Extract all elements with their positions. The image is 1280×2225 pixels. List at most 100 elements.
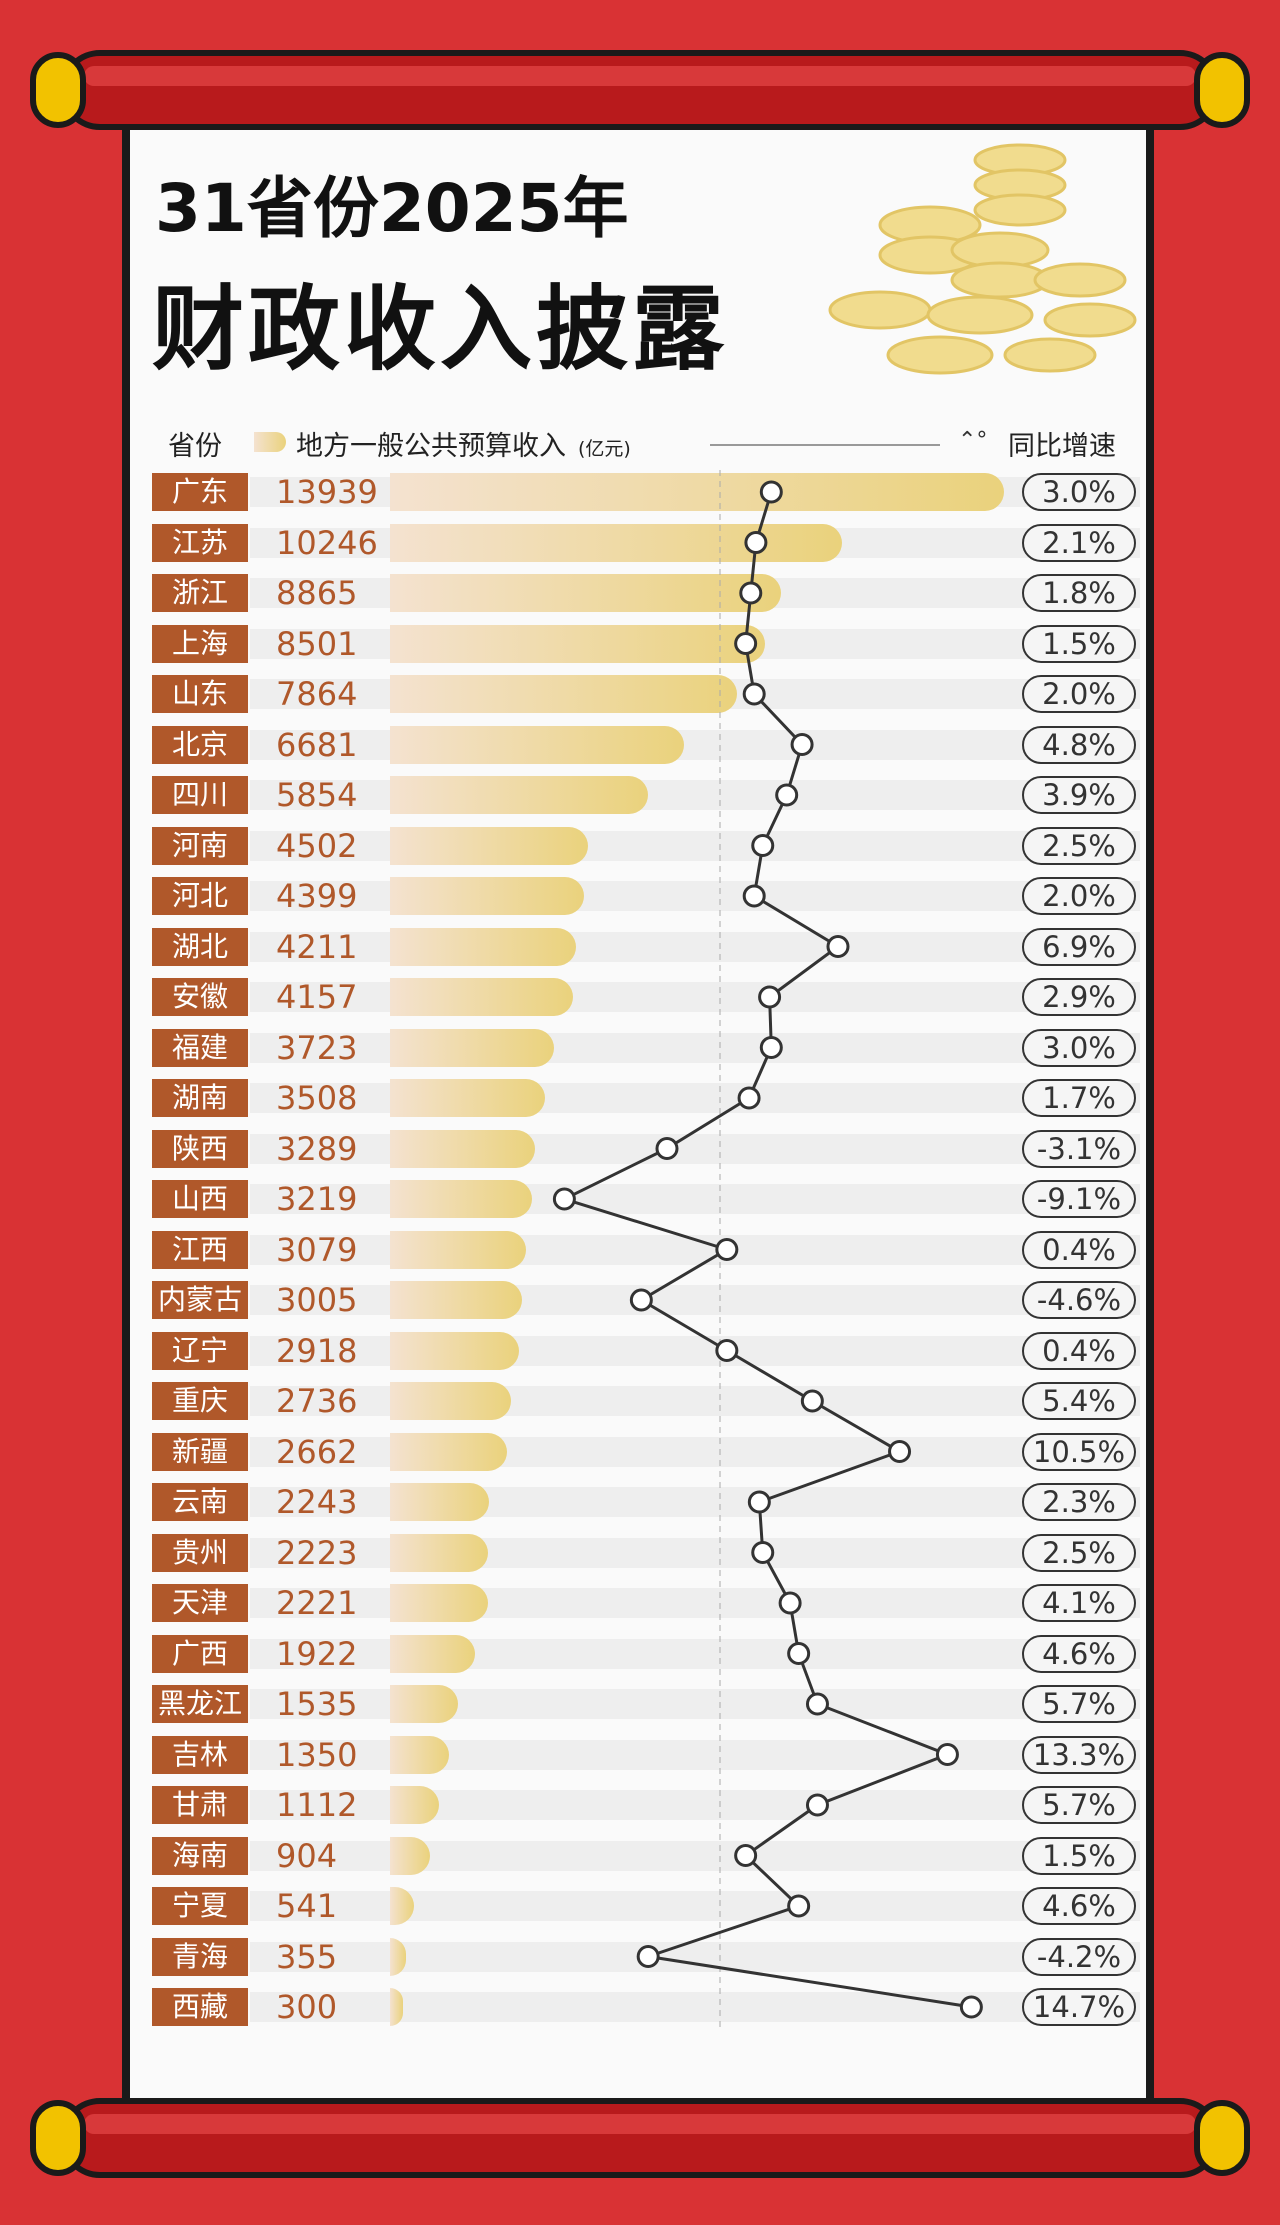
revenue-value: 3723 xyxy=(276,1028,358,1067)
growth-label: 1.7% xyxy=(1022,1079,1136,1117)
province-label: 云南 xyxy=(152,1483,248,1521)
chart-row: 重庆 2736 5.4% xyxy=(150,1382,1140,1420)
growth-point xyxy=(742,682,766,706)
province-label: 浙江 xyxy=(152,574,248,612)
chart-row: 广东 13939 3.0% xyxy=(150,473,1140,511)
province-label: 安徽 xyxy=(152,978,248,1016)
revenue-bar xyxy=(390,927,576,966)
revenue-value: 4157 xyxy=(276,978,358,1016)
revenue-bar xyxy=(390,1786,439,1824)
growth-label: 5.4% xyxy=(1022,1382,1136,1420)
chart-row: 天津 2221 4.1% xyxy=(150,1584,1140,1622)
top-scroll-roller xyxy=(60,50,1220,130)
revenue-bar xyxy=(390,776,648,814)
revenue-bar xyxy=(390,725,685,764)
growth-label: 2.0% xyxy=(1022,877,1136,915)
revenue-value: 1922 xyxy=(276,1634,358,1673)
revenue-value: 3079 xyxy=(276,1230,358,1269)
growth-label: 1.8% xyxy=(1022,574,1136,612)
province-label: 湖南 xyxy=(152,1079,248,1117)
province-label: 江苏 xyxy=(152,523,248,562)
growth-line xyxy=(560,491,972,2009)
revenue-value: 2243 xyxy=(276,1483,358,1521)
revenue-value: 8865 xyxy=(276,574,358,612)
growth-point xyxy=(787,1894,811,1918)
roller-cap xyxy=(1194,52,1250,128)
header-province: 省份 xyxy=(168,431,222,462)
roller-cap xyxy=(1194,2100,1250,2176)
chart-row: 山东 7864 2.0% xyxy=(150,675,1140,713)
province-label: 山东 xyxy=(152,675,248,713)
province-label: 辽宁 xyxy=(152,1331,248,1370)
revenue-value: 6681 xyxy=(276,725,358,764)
province-label: 陕西 xyxy=(152,1129,248,1168)
growth-point xyxy=(742,884,766,908)
revenue-value: 4211 xyxy=(276,927,358,966)
revenue-value: 13939 xyxy=(276,473,378,511)
revenue-value: 10246 xyxy=(276,523,378,562)
chart-row: 宁夏 541 4.6% xyxy=(150,1887,1140,1925)
growth-label: -4.6% xyxy=(1022,1281,1136,1319)
growth-point xyxy=(737,1086,761,1110)
growth-point xyxy=(800,1389,824,1413)
growth-label: 2.5% xyxy=(1022,1533,1136,1572)
revenue-value: 300 xyxy=(276,1988,338,2026)
growth-label: 3.9% xyxy=(1022,776,1136,814)
growth-point xyxy=(758,985,782,1009)
chart-row: 四川 5854 3.9% xyxy=(150,776,1140,814)
growth-label: 14.7% xyxy=(1022,1988,1136,2026)
province-label: 重庆 xyxy=(152,1382,248,1420)
province-label: 四川 xyxy=(152,776,248,814)
revenue-value: 355 xyxy=(276,1937,338,1976)
revenue-value: 3005 xyxy=(276,1281,358,1319)
revenue-bar xyxy=(390,1028,555,1067)
growth-label: 3.0% xyxy=(1022,1028,1136,1067)
revenue-bar xyxy=(390,1230,526,1269)
province-label: 广西 xyxy=(152,1634,248,1673)
revenue-value: 1350 xyxy=(276,1735,358,1774)
chart-row: 福建 3723 3.0% xyxy=(150,1028,1140,1067)
chart-row: 海南 904 1.5% xyxy=(150,1836,1140,1875)
header-growth: 同比增速 xyxy=(1008,431,1116,462)
revenue-bar xyxy=(390,1836,430,1875)
growth-label: 2.9% xyxy=(1022,978,1136,1016)
growth-label: 1.5% xyxy=(1022,624,1136,663)
province-label: 吉林 xyxy=(152,1735,248,1774)
chart-row: 上海 8501 1.5% xyxy=(150,624,1140,663)
chart-row: 江苏 10246 2.1% xyxy=(150,523,1140,562)
province-label: 河南 xyxy=(152,826,248,865)
revenue-value: 2662 xyxy=(276,1432,358,1471)
province-label: 青海 xyxy=(152,1937,248,1976)
chart-row: 内蒙古 3005 -4.6% xyxy=(150,1281,1140,1319)
province-label: 天津 xyxy=(152,1584,248,1622)
growth-point xyxy=(655,1137,679,1160)
revenue-bar xyxy=(390,1432,508,1471)
bar-legend-swatch xyxy=(254,432,286,452)
growth-point xyxy=(805,1793,829,1817)
header-revenue: 地方一般公共预算收入 xyxy=(296,431,566,462)
province-label: 广东 xyxy=(152,473,248,511)
chart-row: 安徽 4157 2.9% xyxy=(150,978,1140,1016)
revenue-value: 4399 xyxy=(276,877,358,915)
province-label: 福建 xyxy=(152,1028,248,1067)
growth-point xyxy=(636,1945,660,1968)
chart-row: 河南 4502 2.5% xyxy=(150,826,1140,865)
chart-row: 吉林 1350 13.3% xyxy=(150,1735,1140,1774)
chart-row: 湖北 4211 6.9% xyxy=(150,927,1140,966)
chart-row: 黑龙江 1535 5.7% xyxy=(150,1685,1140,1723)
growth-point xyxy=(787,1642,811,1665)
revenue-bar xyxy=(390,1533,488,1572)
title-line2: 财政收入披露 xyxy=(152,276,729,383)
growth-label: 0.4% xyxy=(1022,1230,1136,1269)
revenue-bar xyxy=(390,1180,532,1218)
header-unit: (亿元) xyxy=(578,438,631,460)
revenue-value: 4502 xyxy=(276,826,358,865)
revenue-value: 2221 xyxy=(276,1584,358,1622)
province-label: 贵州 xyxy=(152,1533,248,1572)
province-label: 海南 xyxy=(152,1836,248,1875)
revenue-bar xyxy=(390,1735,450,1774)
roller-cap xyxy=(30,2100,86,2176)
revenue-bar xyxy=(390,1887,414,1925)
growth-point xyxy=(805,1692,829,1716)
growth-point xyxy=(715,1238,739,1261)
